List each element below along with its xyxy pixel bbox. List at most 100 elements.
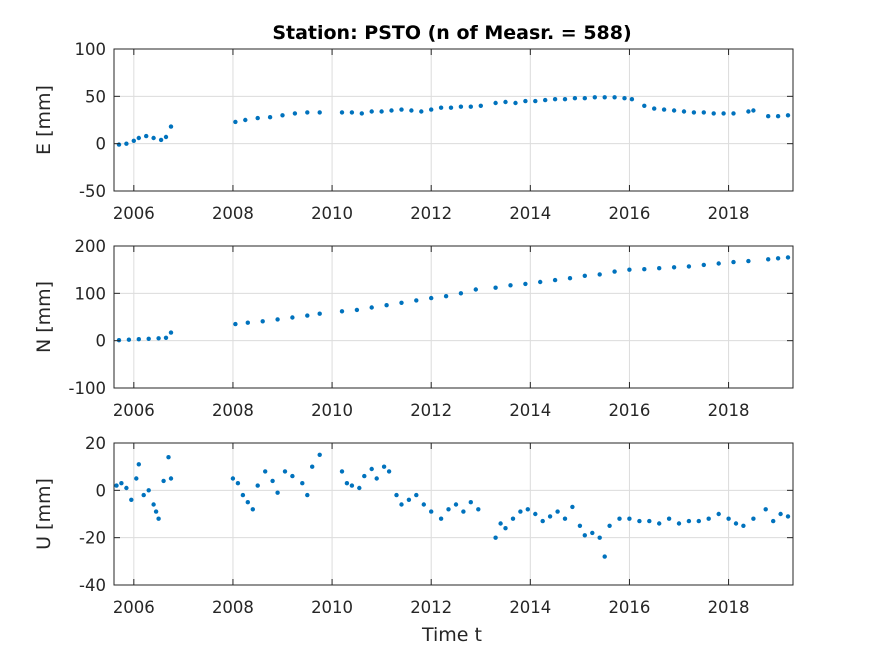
data-point-up: [498, 521, 503, 526]
data-point-east: [280, 113, 285, 118]
data-point-north: [369, 305, 374, 310]
data-point-up: [270, 478, 275, 484]
data-point-east: [158, 137, 164, 143]
data-point-north: [775, 256, 781, 261]
data-point-north: [317, 311, 322, 316]
axes-box-east: [113, 48, 794, 192]
data-point-up: [414, 492, 419, 498]
data-point-north: [538, 279, 543, 285]
data-point-up: [300, 481, 305, 486]
data-point-east: [168, 124, 174, 129]
data-point-east: [478, 103, 483, 109]
data-point-north: [429, 295, 434, 301]
data-point-east: [399, 107, 404, 112]
y-tick-label: 0: [96, 135, 107, 154]
plot-area-north: [114, 246, 793, 388]
data-point-east: [233, 119, 238, 125]
x-tick-label: 2006: [113, 204, 155, 223]
data-point-up: [751, 516, 756, 521]
data-point-east: [681, 109, 687, 114]
data-point-up: [114, 483, 119, 488]
data-point-up: [134, 476, 139, 481]
axes-box-north: [113, 245, 794, 389]
data-point-up: [676, 521, 682, 526]
data-point-up: [493, 535, 498, 540]
data-point-up: [726, 516, 731, 521]
data-point-up: [235, 481, 241, 486]
data-point-north: [354, 307, 360, 313]
data-point-east: [419, 109, 424, 114]
data-point-up: [716, 511, 721, 517]
data-point-east: [691, 110, 697, 115]
data-point-up: [778, 511, 783, 517]
data-point-east: [513, 100, 518, 106]
chart-title: Station: PSTO (n of Measr. = 588): [272, 22, 631, 44]
data-point-up: [461, 509, 466, 514]
data-point-north: [597, 272, 602, 277]
data-point-up: [230, 476, 236, 481]
data-point-up: [763, 507, 768, 512]
data-point-up: [570, 504, 575, 510]
data-point-east: [136, 135, 141, 141]
data-point-east: [131, 138, 136, 143]
data-point-east: [785, 113, 791, 118]
y-axis-label-up: U [mm]: [33, 478, 55, 550]
data-point-up: [305, 492, 310, 498]
y-tick-label: 0: [96, 481, 107, 500]
x-tick-label: 2016: [608, 401, 650, 420]
data-point-north: [414, 298, 419, 303]
data-point-up: [657, 521, 662, 526]
data-point-up: [577, 523, 583, 528]
data-point-north: [260, 319, 265, 324]
data-point-east: [775, 114, 781, 119]
data-point-north: [136, 337, 141, 342]
data-point-east: [163, 134, 169, 140]
data-point-up: [381, 464, 387, 469]
plot-area-up: [114, 443, 793, 585]
data-point-up: [438, 516, 444, 521]
y-tick-label: 100: [75, 40, 107, 59]
data-point-east: [746, 109, 751, 114]
x-tick-label: 2012: [410, 598, 452, 617]
data-point-up: [362, 473, 367, 479]
data-point-north: [290, 315, 295, 320]
data-point-north: [443, 294, 449, 299]
data-point-east: [701, 110, 706, 115]
data-point-up: [168, 476, 174, 481]
data-point-east: [389, 108, 394, 113]
data-point-up: [582, 533, 587, 538]
data-point-north: [168, 330, 174, 335]
data-point-east: [543, 97, 548, 103]
data-point-north: [731, 259, 736, 265]
data-point-up: [141, 492, 146, 498]
data-point-north: [657, 266, 662, 271]
data-point-up: [617, 516, 622, 521]
data-point-north: [458, 291, 464, 296]
data-point-east: [612, 95, 617, 100]
data-point-up: [706, 516, 711, 521]
data-point-east: [438, 105, 444, 110]
data-point-up: [151, 502, 156, 507]
y-tick-label: 200: [75, 237, 107, 256]
data-point-east: [116, 142, 122, 147]
data-point-up: [399, 502, 404, 507]
data-point-east: [359, 111, 364, 116]
data-point-north: [146, 336, 151, 341]
data-point-up: [533, 511, 538, 517]
data-point-up: [597, 535, 602, 540]
data-point-east: [622, 96, 627, 101]
data-point-north: [766, 257, 771, 262]
axes-box-up: [113, 442, 794, 586]
data-point-up: [696, 518, 701, 524]
data-point-up: [146, 488, 151, 493]
data-point-east: [562, 97, 568, 102]
x-tick-label: 2006: [113, 401, 155, 420]
x-tick-label: 2016: [608, 598, 650, 617]
data-point-up: [263, 469, 268, 474]
data-point-up: [429, 509, 434, 514]
data-point-east: [642, 103, 647, 109]
x-tick-label: 2018: [708, 598, 750, 617]
data-point-east: [124, 141, 129, 146]
data-point-east: [409, 108, 414, 113]
